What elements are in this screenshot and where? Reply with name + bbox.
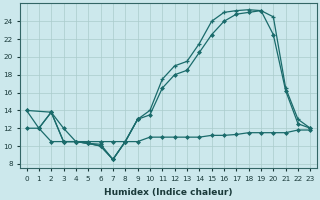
- X-axis label: Humidex (Indice chaleur): Humidex (Indice chaleur): [104, 188, 233, 197]
